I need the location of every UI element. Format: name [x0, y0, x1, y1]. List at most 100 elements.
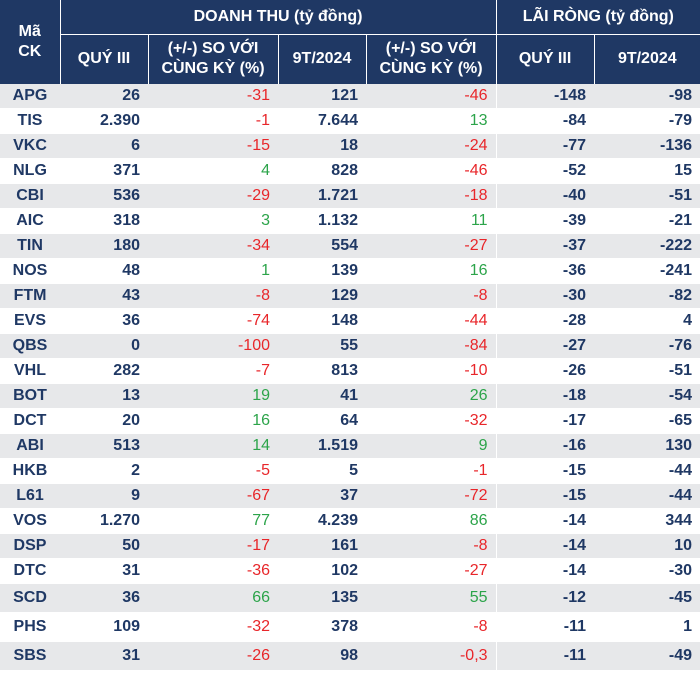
cell-np-q3: -14 [496, 508, 595, 534]
rev-q3-chg-header: (+/-) SO VỚI CÙNG KỲ (%) [148, 34, 279, 84]
table-row: VKC 6 -15 18 -24 -77 -136 [0, 133, 700, 159]
cell-np-q3: -11 [496, 612, 595, 642]
cell-rev-9t-chg: -24 [366, 133, 497, 159]
cell-np-9t: -51 [594, 183, 700, 209]
profit-group-header: LÃI RÒNG (tỷ đồng) [496, 0, 700, 35]
cell-rev-9t-chg: 11 [366, 208, 497, 234]
cell-rev-9t-chg: -27 [366, 558, 497, 584]
cell-code: BOT [0, 383, 60, 409]
cell-rev-q3: 282 [60, 358, 148, 384]
cell-code: APG [0, 84, 60, 109]
cell-rev-q3-chg: -17 [148, 533, 278, 559]
cell-rev-9t: 139 [278, 258, 366, 284]
cell-np-q3: -17 [496, 408, 595, 434]
table-row: FTM 43 -8 129 -8 -30 -82 [0, 283, 700, 309]
cell-np-q3: -30 [496, 283, 595, 309]
cell-rev-q3: 36 [60, 308, 148, 334]
cell-rev-q3: 318 [60, 208, 148, 234]
cell-np-9t: -30 [594, 558, 700, 584]
table-row: ABI 513 14 1.519 9 -16 130 [0, 433, 700, 459]
cell-np-q3: -27 [496, 333, 595, 359]
cell-rev-q3-chg: 3 [148, 208, 278, 234]
table-row: SBS 31 -26 98 -0,3 -11 -49 [0, 641, 700, 671]
cell-code: NLG [0, 158, 60, 184]
table-row: TIN 180 -34 554 -27 -37 -222 [0, 233, 700, 259]
cell-rev-q3-chg: -29 [148, 183, 278, 209]
cell-np-9t: -65 [594, 408, 700, 434]
cell-np-9t: -76 [594, 333, 700, 359]
cell-np-9t: -45 [594, 583, 700, 613]
table-row: NLG 371 4 828 -46 -52 15 [0, 158, 700, 184]
cell-code: PHS [0, 612, 60, 642]
cell-code: L61 [0, 483, 60, 509]
table-row: APG 26 -31 121 -46 -148 -98 [0, 84, 700, 109]
cell-np-9t: -136 [594, 133, 700, 159]
cell-rev-q3: 50 [60, 533, 148, 559]
cell-rev-9t: 1.519 [278, 433, 366, 459]
cell-rev-9t-chg: -8 [366, 283, 497, 309]
cell-code: VHL [0, 358, 60, 384]
table-row: DCT 20 16 64 -32 -17 -65 [0, 408, 700, 434]
cell-rev-9t-chg: 55 [366, 583, 497, 613]
cell-np-q3: -14 [496, 533, 595, 559]
revenue-group-header: DOANH THU (tỷ đồng) [60, 0, 497, 35]
cell-rev-q3-chg: -67 [148, 483, 278, 509]
table-row: EVS 36 -74 148 -44 -28 4 [0, 308, 700, 334]
cell-rev-9t: 378 [278, 612, 366, 642]
cell-rev-9t: 64 [278, 408, 366, 434]
cell-np-q3: -14 [496, 558, 595, 584]
cell-rev-q3: 36 [60, 583, 148, 613]
table-row: SCD 36 66 135 55 -12 -45 [0, 583, 700, 613]
cell-rev-9t: 18 [278, 133, 366, 159]
cell-rev-9t: 55 [278, 333, 366, 359]
rev-9t-chg-header: (+/-) SO VỚI CÙNG KỲ (%) [366, 34, 497, 84]
np-9t-header: 9T/2024 [594, 34, 700, 84]
cell-code: FTM [0, 283, 60, 309]
cell-code: DCT [0, 408, 60, 434]
table-body: APG 26 -31 121 -46 -148 -98 TIS 2.390 -1 7.644 13 -8… [0, 84, 700, 671]
cell-rev-9t: 5 [278, 458, 366, 484]
cell-rev-q3-chg: 1 [148, 258, 278, 284]
cell-np-q3: -12 [496, 583, 595, 613]
cell-rev-q3-chg: -36 [148, 558, 278, 584]
cell-code: EVS [0, 308, 60, 334]
table-row: HKB 2 -5 5 -1 -15 -44 [0, 458, 700, 484]
cell-rev-q3: 536 [60, 183, 148, 209]
cell-rev-9t-chg: -72 [366, 483, 497, 509]
cell-rev-q3: 31 [60, 558, 148, 584]
cell-rev-9t-chg: -18 [366, 183, 497, 209]
cell-code: AIC [0, 208, 60, 234]
cell-rev-q3: 26 [60, 84, 148, 109]
cell-rev-q3-chg: -74 [148, 308, 278, 334]
cell-rev-9t-chg: -0,3 [366, 641, 497, 671]
cell-rev-q3: 1.270 [60, 508, 148, 534]
cell-rev-9t-chg: -27 [366, 233, 497, 259]
cell-rev-q3-chg: -34 [148, 233, 278, 259]
cell-rev-9t-chg: -10 [366, 358, 497, 384]
table-row: VOS 1.270 77 4.239 86 -14 344 [0, 508, 700, 534]
np-q3-header: QUÝ III [496, 34, 595, 84]
cell-rev-9t: 102 [278, 558, 366, 584]
cell-np-q3: -11 [496, 641, 595, 671]
cell-rev-q3-chg: -31 [148, 84, 278, 109]
cell-rev-q3: 9 [60, 483, 148, 509]
cell-np-9t: -54 [594, 383, 700, 409]
cell-rev-q3-chg: 4 [148, 158, 278, 184]
cell-rev-9t: 828 [278, 158, 366, 184]
cell-code: HKB [0, 458, 60, 484]
cell-rev-9t-chg: -32 [366, 408, 497, 434]
cell-code: ABI [0, 433, 60, 459]
cell-np-q3: -36 [496, 258, 595, 284]
rev-9t-header: 9T/2024 [278, 34, 367, 84]
cell-rev-9t: 1.132 [278, 208, 366, 234]
cell-rev-9t-chg: 13 [366, 108, 497, 134]
cell-rev-q3-chg: -32 [148, 612, 278, 642]
cell-rev-q3: 43 [60, 283, 148, 309]
cell-code: TIS [0, 108, 60, 134]
cell-np-9t: 15 [594, 158, 700, 184]
cell-np-q3: -77 [496, 133, 595, 159]
table-row: TIS 2.390 -1 7.644 13 -84 -79 [0, 108, 700, 134]
cell-rev-9t-chg: -8 [366, 533, 497, 559]
table-row: CBI 536 -29 1.721 -18 -40 -51 [0, 183, 700, 209]
table-row: L61 9 -67 37 -72 -15 -44 [0, 483, 700, 509]
